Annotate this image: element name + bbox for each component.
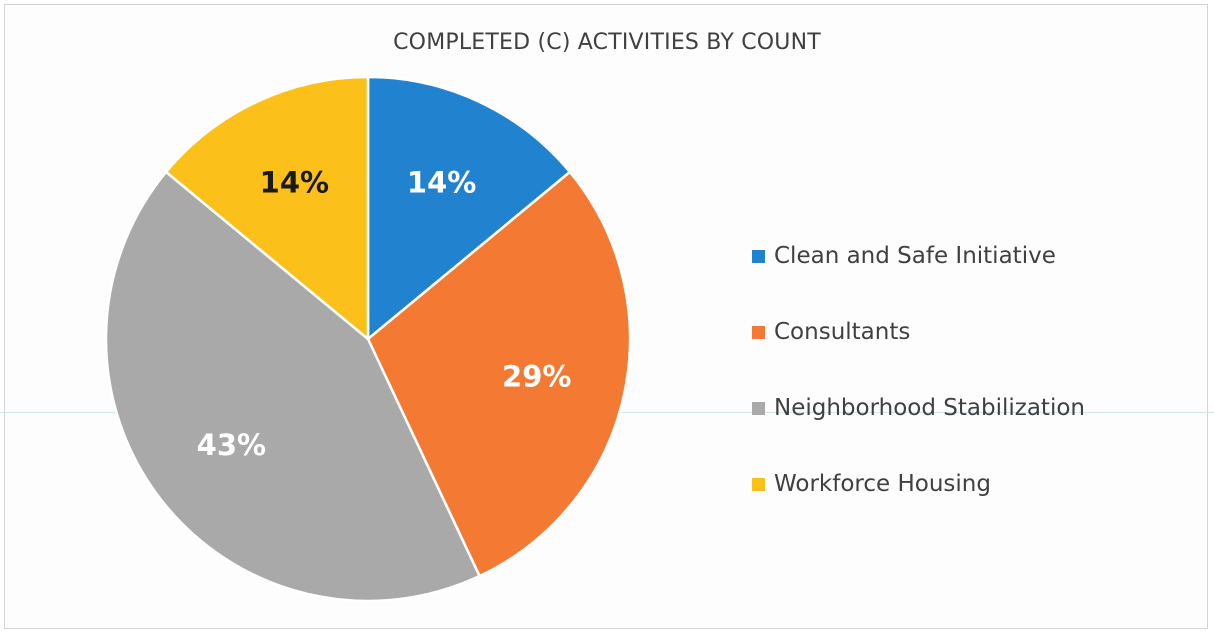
legend-label: Clean and Safe Initiative bbox=[774, 243, 1056, 269]
pie-slice-clean-and-safe-initiative bbox=[366, 75, 572, 341]
pie-data-labels: 14% 29% 43% 14% bbox=[197, 166, 572, 462]
legend-label: Neighborhood Stabilization bbox=[774, 395, 1085, 421]
legend-item-consultants: Consultants bbox=[752, 294, 1192, 370]
data-label-neighborhood-stabilization: 43% bbox=[197, 428, 266, 462]
pie-slices bbox=[104, 75, 632, 603]
data-label-workforce-housing: 14% bbox=[260, 166, 329, 200]
legend-label: Consultants bbox=[774, 319, 911, 345]
chart-title: COMPLETED (C) ACTIVITIES BY COUNT bbox=[393, 30, 821, 55]
legend-swatch bbox=[752, 325, 765, 339]
legend-swatch bbox=[752, 249, 765, 263]
legend-swatch bbox=[752, 401, 765, 415]
pie-slice-consultants bbox=[366, 170, 632, 578]
legend-label: Workforce Housing bbox=[774, 471, 991, 497]
pie-slice-neighborhood-stabilization bbox=[104, 170, 481, 603]
legend-swatch bbox=[752, 477, 765, 491]
legend-item-workforce-housing: Workforce Housing bbox=[752, 446, 1192, 522]
data-label-consultants: 29% bbox=[502, 360, 571, 394]
data-label-clean-and-safe-initiative: 14% bbox=[407, 166, 476, 200]
legend: Clean and Safe Initiative Consultants Neig… bbox=[752, 218, 1192, 522]
pie-slice-workforce-housing bbox=[164, 75, 370, 341]
legend-item-clean-and-safe-initiative: Clean and Safe Initiative bbox=[752, 218, 1192, 294]
legend-item-neighborhood-stabilization: Neighborhood Stabilization bbox=[752, 370, 1192, 446]
